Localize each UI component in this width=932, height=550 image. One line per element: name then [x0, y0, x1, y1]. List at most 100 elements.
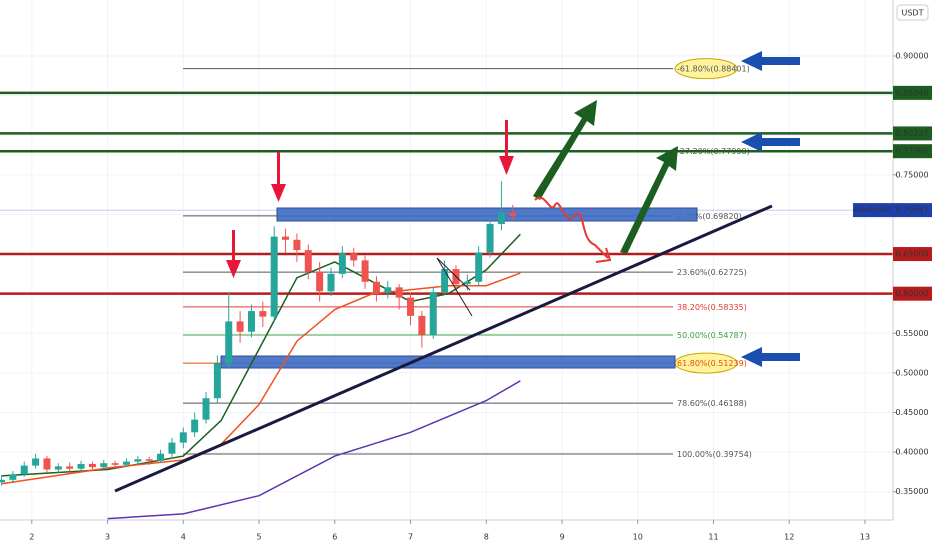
price-tag — [893, 144, 932, 159]
price-tag — [893, 203, 932, 218]
candle-body — [282, 236, 290, 240]
candle-body — [316, 271, 324, 292]
candle-body — [497, 212, 505, 224]
fib-label: 23.60%(0.62725) — [677, 268, 747, 277]
candle-body — [0, 479, 6, 483]
x-tick-label: 7 — [408, 533, 413, 542]
x-tick-label: 2 — [29, 533, 34, 542]
candle-body — [338, 253, 346, 274]
fib-ratio: 23.60% — [677, 268, 708, 277]
y-tick-label: 0.35000 — [895, 487, 928, 496]
candle-body — [441, 269, 449, 293]
price-tag-label: 0.65000 — [895, 250, 928, 259]
fib-ratio: 38.20% — [677, 302, 708, 311]
series — [0, 181, 521, 520]
candle-body — [304, 250, 312, 272]
x-tick-label: 5 — [256, 533, 261, 542]
candle-body — [463, 281, 471, 285]
candle-body — [213, 363, 221, 399]
trend-line — [436, 257, 471, 291]
candle-body — [88, 463, 96, 468]
x-tick-label: 10 — [633, 533, 643, 542]
y-tick-label: 0.55000 — [895, 329, 928, 338]
x-tick-label: 4 — [181, 533, 186, 542]
arrow-head — [595, 247, 612, 263]
x-tick-label: 12 — [784, 533, 794, 542]
fib-price: (0.69820) — [702, 211, 741, 220]
x-tick-label: 3 — [105, 533, 110, 542]
price-tag-label: 0.85348 — [895, 88, 928, 97]
zone — [220, 355, 676, 369]
fib-price: (0.51239) — [708, 359, 747, 368]
candle-body — [407, 297, 415, 316]
candle-body — [54, 466, 62, 470]
y-tick-label: 0.90000 — [895, 52, 928, 61]
candle-body — [9, 474, 17, 480]
candle-body — [486, 223, 494, 253]
fib-ratio: 78.60% — [677, 399, 708, 408]
arrow-up — [620, 146, 678, 254]
symbol-label: DOGEUSDT — [854, 206, 891, 214]
candle-body — [509, 212, 517, 217]
x-tick-label: 9 — [559, 533, 564, 542]
price-tag — [893, 247, 932, 262]
moving-average — [1, 233, 521, 477]
moving-average — [1, 272, 521, 485]
fib-price: (0.62725) — [708, 268, 747, 277]
candle-body — [293, 239, 301, 251]
candle-body — [77, 463, 85, 469]
candle-body — [157, 453, 165, 461]
fib-label: 100.00%(0.39754) — [677, 450, 752, 459]
currency-label[interactable]: USDT — [902, 9, 924, 18]
candle-body — [202, 398, 210, 420]
x-tick-label: 11 — [708, 533, 718, 542]
candle-body — [247, 311, 255, 332]
moving-average — [107, 380, 521, 520]
candle-body — [43, 458, 51, 470]
fib-label: -61.80%(0.88401) — [677, 64, 750, 73]
axis: 0.900000.850000.800000.750000.700000.650… — [29, 52, 932, 542]
arrows-down — [226, 120, 514, 278]
x-tick-label: 13 — [860, 533, 870, 542]
zone — [276, 207, 698, 222]
candle-body — [361, 260, 369, 282]
candle-body — [122, 461, 130, 465]
candle-body — [145, 459, 153, 461]
arrow-up — [533, 100, 597, 200]
candle-body — [225, 321, 233, 364]
currency-button[interactable] — [896, 4, 929, 21]
price-tag — [893, 126, 932, 141]
symbol-tag — [853, 203, 893, 218]
candle-body — [179, 432, 187, 443]
price-tag — [893, 286, 932, 301]
fib-ratio: 100.00% — [677, 450, 713, 459]
candle-body — [100, 463, 108, 468]
fib-price: (0.58335) — [708, 302, 747, 311]
price-tag-label: 0.77985 — [895, 147, 928, 156]
y-tick-label: 0.40000 — [895, 448, 928, 457]
scribble — [534, 196, 609, 259]
fib-ratio: -61.80% — [677, 64, 711, 73]
candle-body — [395, 287, 403, 298]
candle-body — [327, 273, 335, 292]
price-tag-label: 0.70547 — [895, 206, 928, 215]
candle-body — [66, 466, 74, 469]
candle-body — [418, 315, 426, 335]
fib-label: 61.80%(0.51239) — [677, 359, 747, 368]
candle-body — [475, 252, 483, 282]
candle-body — [429, 292, 437, 335]
price-tag-label: 0.80227 — [895, 129, 928, 138]
highlight — [674, 58, 738, 80]
fib-ratio: 61.80% — [677, 359, 708, 368]
fib-price: (0.46188) — [708, 399, 747, 408]
y-tick-label: 0.50000 — [895, 368, 928, 377]
fib-price: (0.39754) — [713, 450, 752, 459]
arrows-left — [741, 51, 800, 367]
candle-body — [236, 321, 244, 332]
fib-price: (0.88401) — [710, 64, 749, 73]
fib-label: 78.60%(0.46188) — [677, 399, 747, 408]
price-tag-label: 0.60000 — [895, 289, 928, 298]
candle-body — [20, 465, 28, 475]
